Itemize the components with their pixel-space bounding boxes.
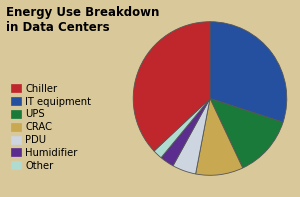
Text: Energy Use Breakdown
in Data Centers: Energy Use Breakdown in Data Centers — [6, 6, 159, 34]
Wedge shape — [133, 22, 210, 151]
Wedge shape — [210, 22, 287, 122]
Legend: Chiller, IT equipment, UPS, CRAC, PDU, Humidifier, Other: Chiller, IT equipment, UPS, CRAC, PDU, H… — [11, 84, 91, 171]
Wedge shape — [154, 98, 210, 158]
Wedge shape — [161, 98, 210, 166]
Wedge shape — [210, 98, 283, 168]
Wedge shape — [173, 98, 210, 174]
Wedge shape — [196, 98, 243, 175]
